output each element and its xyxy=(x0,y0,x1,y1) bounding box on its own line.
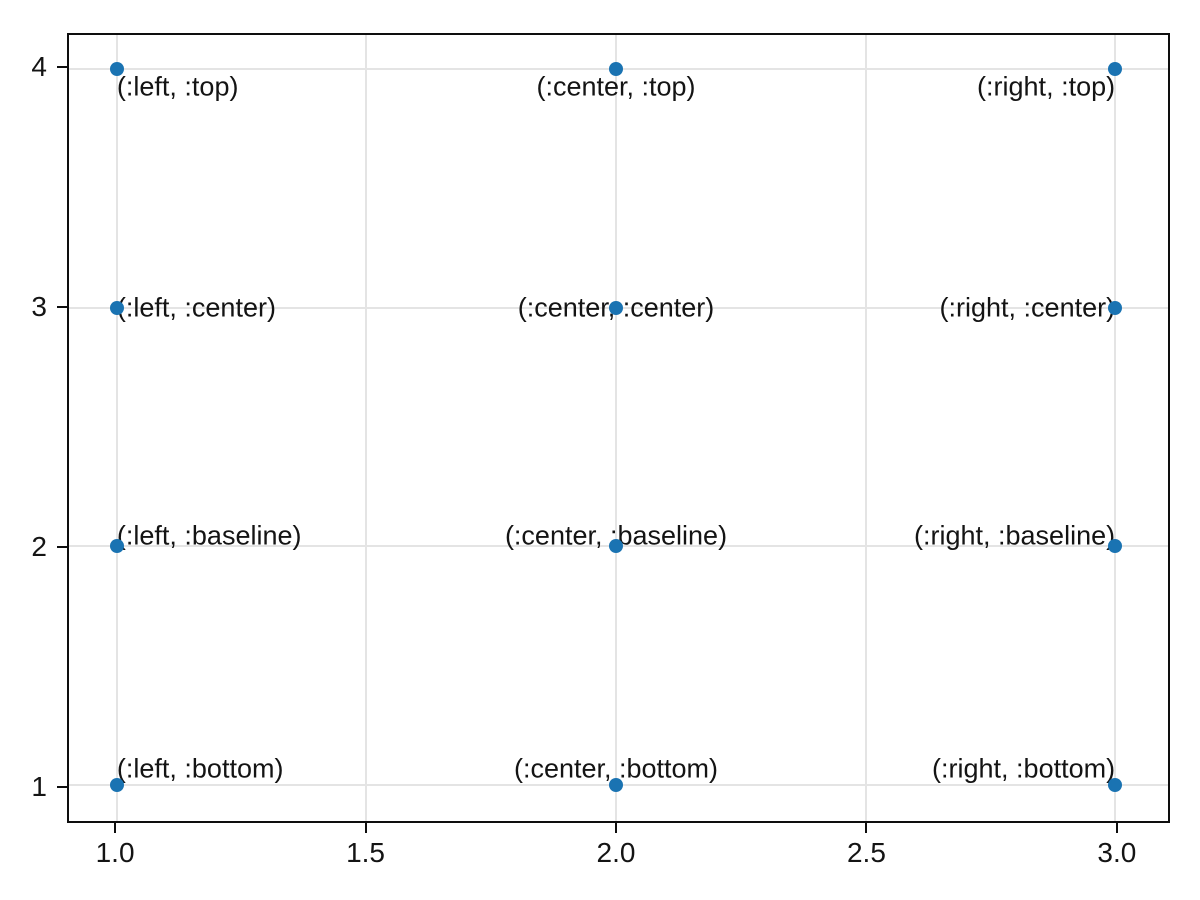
y-axis-tick-label: 3 xyxy=(31,291,47,323)
point-annotation: (:center, :top) xyxy=(536,71,696,102)
point-annotation: (:left, :top) xyxy=(116,71,239,102)
y-axis-tick xyxy=(57,66,67,69)
point-annotation: (:right, :baseline) xyxy=(914,520,1116,551)
data-point xyxy=(1108,539,1123,554)
point-annotation: (:left, :baseline) xyxy=(116,520,302,551)
gridline-vertical xyxy=(1114,35,1117,821)
point-annotation: (:left, :center) xyxy=(116,292,276,323)
point-annotation: (:right, :center) xyxy=(939,292,1116,323)
point-annotation: (:right, :bottom) xyxy=(932,753,1116,784)
plot-area: (:left, :top) (:center, :top) (:right, :to… xyxy=(67,33,1170,823)
gridline-vertical xyxy=(365,35,368,821)
data-point xyxy=(609,61,623,76)
y-axis-tick xyxy=(57,546,67,549)
y-axis-tick-label: 1 xyxy=(31,771,47,802)
y-axis-tick xyxy=(57,306,67,309)
point-annotation: (:left, :bottom) xyxy=(116,753,284,784)
x-axis-tick xyxy=(1115,823,1118,833)
gridline-vertical xyxy=(864,35,867,821)
x-axis-tick xyxy=(364,823,367,833)
data-point xyxy=(109,539,124,554)
data-point xyxy=(1108,778,1123,793)
y-axis-tick-label: 2 xyxy=(31,531,47,563)
y-axis-tick-label: 4 xyxy=(31,51,47,83)
data-point xyxy=(609,778,623,793)
x-axis-tick xyxy=(614,823,617,833)
data-point xyxy=(609,300,623,315)
x-axis-tick-label: 3.0 xyxy=(1097,837,1137,868)
x-axis-tick-label: 2.5 xyxy=(846,837,886,868)
x-axis-tick-label: 1.0 xyxy=(95,837,135,868)
data-point xyxy=(109,61,124,76)
data-point xyxy=(609,539,623,554)
gridline-vertical xyxy=(115,35,118,821)
data-point xyxy=(109,778,124,793)
x-axis-tick-label: 1.5 xyxy=(346,837,385,868)
x-axis-tick-label: 2.0 xyxy=(596,837,636,868)
gridline-vertical xyxy=(615,35,617,821)
x-axis-tick xyxy=(865,823,868,833)
y-axis-tick xyxy=(57,786,67,788)
data-point xyxy=(109,300,124,315)
data-point xyxy=(1108,61,1123,76)
data-point xyxy=(1108,300,1123,315)
point-annotation: (:right, :top) xyxy=(977,71,1116,102)
x-axis-tick xyxy=(114,823,117,833)
